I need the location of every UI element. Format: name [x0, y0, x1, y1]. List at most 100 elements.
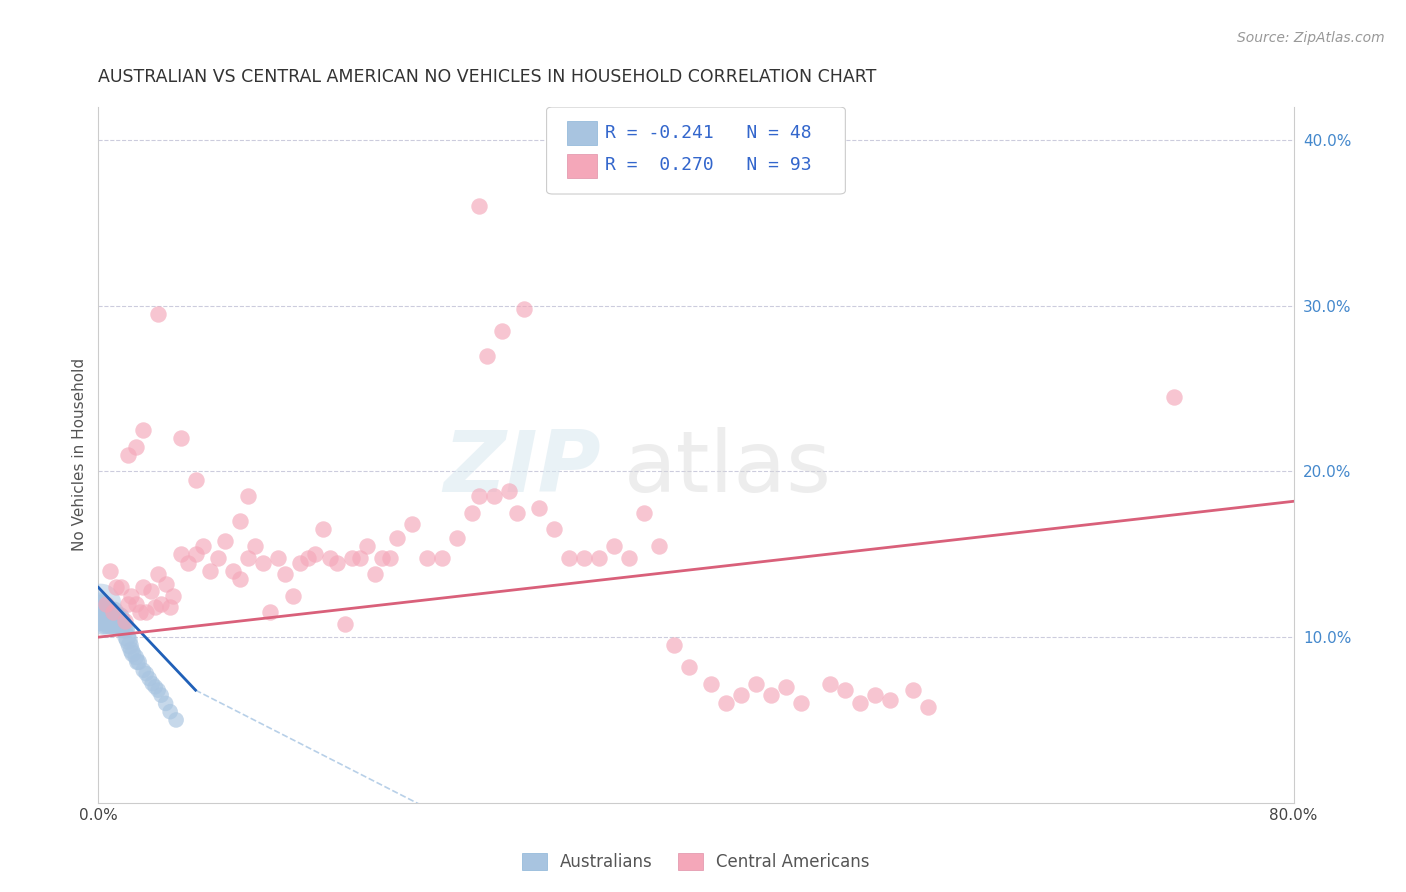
- Point: [98, 564, 122, 578]
- Point: [114, 622, 136, 636]
- Point: [97, 610, 120, 624]
- Point: [356, 539, 378, 553]
- Point: [94, 616, 117, 631]
- Point: [311, 523, 333, 537]
- Point: [207, 550, 229, 565]
- Point: [101, 610, 124, 624]
- Point: [90, 600, 112, 615]
- Point: [745, 676, 768, 690]
- Point: [118, 639, 141, 653]
- Point: [879, 693, 901, 707]
- Text: R =  0.270   N = 93: R = 0.270 N = 93: [605, 156, 811, 175]
- Point: [105, 614, 128, 628]
- Point: [115, 630, 138, 644]
- Point: [714, 697, 737, 711]
- Point: [125, 440, 148, 454]
- Point: [252, 556, 274, 570]
- Point: [319, 550, 342, 565]
- Bar: [567, 153, 596, 178]
- Point: [93, 608, 115, 623]
- Point: [385, 531, 409, 545]
- Point: [430, 550, 453, 565]
- Point: [267, 550, 290, 565]
- Point: [662, 639, 685, 653]
- Point: [98, 605, 122, 619]
- Point: [917, 699, 939, 714]
- Point: [148, 567, 170, 582]
- Bar: [567, 121, 596, 145]
- Point: [468, 199, 491, 213]
- Point: [416, 550, 439, 565]
- Point: [96, 614, 118, 628]
- Point: [700, 676, 723, 690]
- Point: [229, 514, 252, 528]
- Point: [108, 610, 131, 624]
- Point: [159, 705, 181, 719]
- Point: [401, 517, 423, 532]
- Point: [558, 550, 581, 565]
- Point: [349, 550, 371, 565]
- Point: [110, 614, 132, 628]
- Point: [117, 633, 139, 648]
- Point: [364, 567, 387, 582]
- Text: atlas: atlas: [624, 427, 832, 510]
- Text: AUSTRALIAN VS CENTRAL AMERICAN NO VEHICLES IN HOUSEHOLD CORRELATION CHART: AUSTRALIAN VS CENTRAL AMERICAN NO VEHICL…: [98, 68, 877, 86]
- Point: [117, 597, 139, 611]
- Point: [259, 605, 281, 619]
- Point: [901, 683, 924, 698]
- Point: [165, 713, 187, 727]
- Point: [91, 610, 114, 624]
- Point: [94, 597, 117, 611]
- Point: [229, 572, 252, 586]
- Point: [446, 531, 468, 545]
- Point: [132, 581, 155, 595]
- Point: [820, 676, 842, 690]
- Point: [111, 616, 134, 631]
- Point: [120, 589, 142, 603]
- Point: [371, 550, 394, 565]
- Point: [588, 550, 610, 565]
- Point: [506, 506, 529, 520]
- Point: [184, 473, 207, 487]
- Point: [730, 688, 752, 702]
- Point: [96, 605, 118, 619]
- Point: [125, 597, 148, 611]
- Point: [647, 539, 669, 553]
- Point: [475, 349, 498, 363]
- FancyBboxPatch shape: [547, 107, 845, 194]
- Point: [274, 567, 297, 582]
- Point: [89, 610, 111, 624]
- Point: [132, 663, 155, 677]
- Point: [222, 564, 245, 578]
- Point: [155, 697, 177, 711]
- Point: [141, 676, 163, 690]
- Point: [169, 431, 191, 445]
- Point: [159, 600, 181, 615]
- Point: [378, 550, 401, 565]
- Point: [90, 605, 112, 619]
- Legend: Australians, Central Americans: Australians, Central Americans: [516, 847, 876, 878]
- Point: [214, 534, 236, 549]
- Point: [128, 655, 150, 669]
- Point: [191, 539, 214, 553]
- Point: [498, 484, 520, 499]
- Point: [143, 680, 166, 694]
- Point: [775, 680, 797, 694]
- Point: [491, 324, 513, 338]
- Point: [177, 556, 200, 570]
- Point: [789, 697, 811, 711]
- Point: [468, 489, 491, 503]
- Point: [461, 506, 484, 520]
- Point: [155, 577, 177, 591]
- Point: [603, 539, 626, 553]
- Point: [236, 489, 259, 503]
- Point: [304, 547, 326, 561]
- Point: [297, 550, 319, 565]
- Point: [112, 622, 135, 636]
- Point: [103, 614, 125, 628]
- Point: [150, 688, 173, 702]
- Point: [91, 616, 114, 631]
- Point: [138, 672, 160, 686]
- Point: [103, 605, 125, 619]
- Point: [633, 506, 655, 520]
